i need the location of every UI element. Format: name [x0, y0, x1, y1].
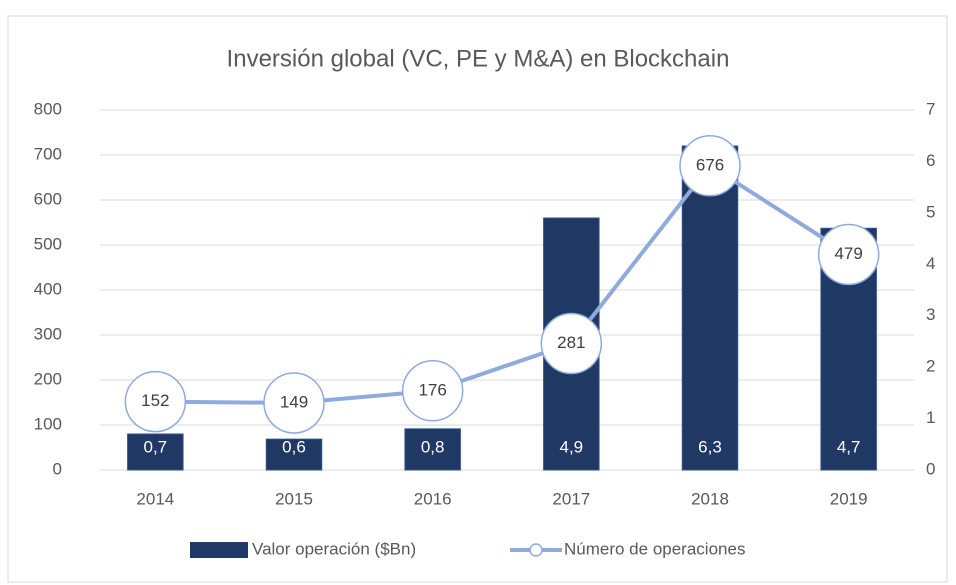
line-marker	[679, 135, 741, 197]
bar-value-label: 0,7	[144, 437, 168, 456]
bar-value-label: 0,6	[282, 437, 306, 456]
line-marker	[263, 372, 325, 434]
y2-tick-label: 0	[926, 459, 935, 478]
y2-tick-label: 1	[926, 408, 935, 427]
legend-swatch	[190, 542, 248, 558]
bar	[127, 433, 184, 471]
line-marker	[540, 312, 603, 375]
x-tick-label: 2015	[275, 489, 313, 508]
legend-label: Número de operaciones	[564, 539, 745, 558]
y-tick-label: 100	[34, 414, 62, 433]
y2-tick-label: 4	[926, 254, 935, 273]
y-tick-label: 400	[34, 279, 62, 298]
y2-tick-label: 7	[926, 99, 935, 118]
line-value-label: 281	[557, 333, 585, 352]
bar-value-label: 0,8	[421, 437, 445, 456]
line-value-label: 149	[280, 392, 308, 411]
y-tick-label: 300	[34, 324, 62, 343]
legend-swatch	[529, 543, 543, 557]
y-tick-label: 600	[34, 189, 62, 208]
chart-title: Inversión global (VC, PE y M&A) en Block…	[227, 45, 730, 72]
bar-value-label: 6,3	[698, 437, 722, 456]
bar-value-label: 4,9	[560, 437, 584, 456]
bar-value-label: 4,7	[837, 437, 861, 456]
legend-label: Valor operación ($Bn)	[252, 539, 416, 558]
y2-tick-label: 2	[926, 357, 935, 376]
x-tick-label: 2018	[691, 489, 729, 508]
y2-tick-label: 5	[926, 202, 935, 221]
line-marker	[817, 223, 880, 286]
y-tick-label: 200	[34, 369, 62, 388]
x-tick-label: 2017	[552, 489, 590, 508]
y-tick-label: 0	[53, 459, 62, 478]
line-value-label: 176	[418, 380, 446, 399]
bar	[265, 438, 323, 471]
x-tick-label: 2019	[830, 489, 868, 508]
y2-tick-label: 3	[926, 305, 935, 324]
y-tick-label: 500	[34, 234, 62, 253]
x-tick-label: 2014	[136, 489, 174, 508]
line-value-label: 479	[834, 244, 862, 263]
bar	[404, 428, 461, 471]
line-value-label: 152	[141, 391, 169, 410]
y-tick-label: 800	[34, 99, 62, 118]
y2-tick-label: 6	[926, 151, 935, 170]
y-tick-label: 700	[34, 144, 62, 163]
x-tick-label: 2016	[414, 489, 452, 508]
bar	[681, 145, 739, 471]
line-marker	[401, 360, 464, 422]
line-value-label: 676	[696, 155, 724, 174]
line-marker	[124, 370, 187, 433]
